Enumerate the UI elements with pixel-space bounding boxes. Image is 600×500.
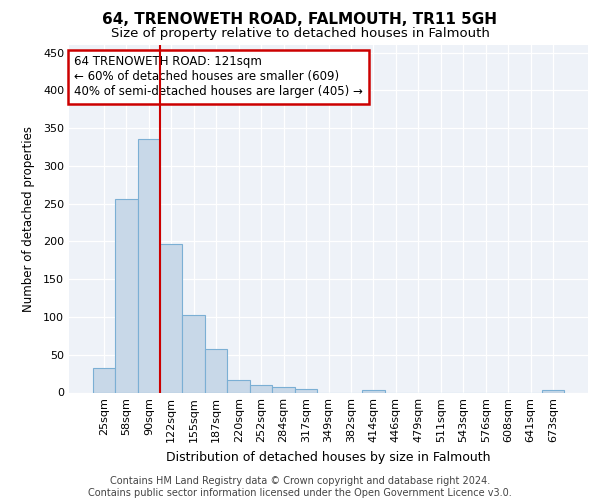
X-axis label: Distribution of detached houses by size in Falmouth: Distribution of detached houses by size … — [166, 451, 491, 464]
Bar — [272, 387, 295, 392]
Bar — [362, 390, 385, 392]
Bar — [295, 390, 317, 392]
Bar — [92, 368, 115, 392]
Y-axis label: Number of detached properties: Number of detached properties — [22, 126, 35, 312]
Text: 64 TRENOWETH ROAD: 121sqm
← 60% of detached houses are smaller (609)
40% of semi: 64 TRENOWETH ROAD: 121sqm ← 60% of detac… — [74, 56, 363, 98]
Bar — [250, 385, 272, 392]
Text: Size of property relative to detached houses in Falmouth: Size of property relative to detached ho… — [110, 28, 490, 40]
Bar — [115, 199, 137, 392]
Bar — [542, 390, 565, 392]
Text: 64, TRENOWETH ROAD, FALMOUTH, TR11 5GH: 64, TRENOWETH ROAD, FALMOUTH, TR11 5GH — [103, 12, 497, 28]
Bar — [182, 314, 205, 392]
Bar — [205, 350, 227, 393]
Bar — [227, 380, 250, 392]
Bar — [137, 140, 160, 392]
Text: Contains HM Land Registry data © Crown copyright and database right 2024.
Contai: Contains HM Land Registry data © Crown c… — [88, 476, 512, 498]
Bar — [160, 244, 182, 392]
